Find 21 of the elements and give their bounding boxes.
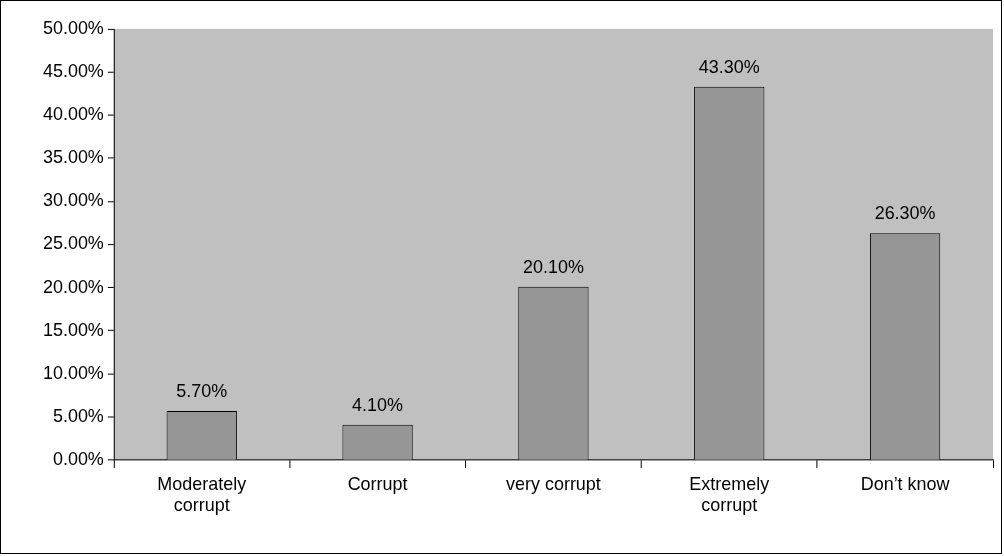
data-label: 4.10% — [352, 394, 404, 415]
x-tick-label: very corrupt — [506, 473, 601, 494]
x-tick-label: Don’t know — [860, 473, 950, 494]
y-tick-label: 45.00% — [42, 60, 104, 81]
data-label: 43.30% — [698, 56, 760, 77]
y-tick-label: 0.00% — [52, 449, 104, 470]
data-label: 20.10% — [522, 256, 584, 277]
x-tick-label: Corrupt — [347, 473, 408, 494]
y-tick-label: 50.00% — [42, 17, 104, 38]
y-tick-label: 35.00% — [42, 147, 104, 168]
y-tick-label: 40.00% — [42, 104, 104, 125]
y-tick-label: 5.00% — [52, 405, 104, 426]
y-tick-label: 10.00% — [42, 362, 104, 383]
y-tick-label: 20.00% — [42, 276, 104, 297]
y-tick-label: 30.00% — [42, 190, 104, 211]
x-tick-label: Extremely corrupt — [689, 473, 770, 516]
y-tick-label: 15.00% — [42, 319, 104, 340]
data-label: 26.30% — [874, 203, 936, 224]
y-tick-label: 25.00% — [42, 233, 104, 254]
data-label: 5.70% — [176, 381, 228, 401]
x-tick-label: Moderately corrupt — [157, 473, 247, 516]
